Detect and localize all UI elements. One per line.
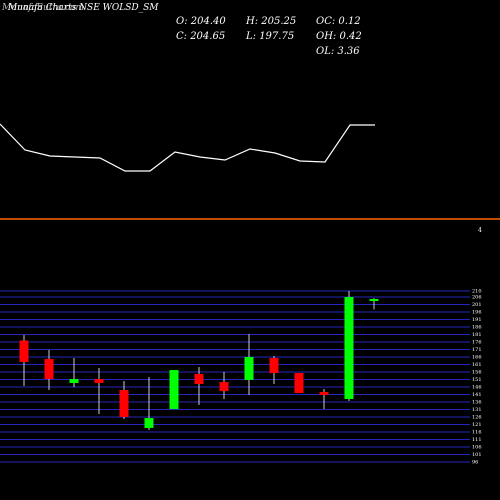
y-tick-label: 151: [472, 377, 482, 383]
y-tick-label: 106: [472, 445, 482, 451]
site-name: MunafaSutra.com: [1, 3, 84, 13]
y-tick-label: 181: [472, 332, 482, 338]
candle-body: [69, 379, 79, 383]
y-tick-label: 201: [472, 302, 482, 308]
stat: OC: 0.12: [316, 16, 361, 27]
y-tick-label: 131: [472, 407, 482, 413]
y-tick-label: 196: [472, 310, 482, 316]
candle-body: [219, 382, 229, 392]
y-tick-label: 111: [472, 437, 482, 443]
candle-body: [169, 370, 179, 410]
stat: O: 204.40: [176, 16, 226, 27]
y-tick-label: 146: [472, 385, 482, 391]
candle-body: [119, 390, 129, 417]
y-tick-label: 101: [472, 452, 482, 458]
candle-body: [244, 357, 254, 380]
marker: 4: [478, 227, 482, 234]
indicator-line: [0, 123, 375, 172]
y-tick-label: 121: [472, 422, 482, 428]
y-tick-label: 116: [472, 430, 482, 436]
stat: C: 204.65: [176, 31, 225, 42]
y-tick-label: 126: [472, 415, 482, 421]
y-tick-label: 191: [472, 317, 482, 323]
candle-body: [269, 358, 279, 374]
y-tick-label: 161: [472, 362, 482, 368]
chart-title: Munafa Charts NSE WOLSD_SM: [7, 3, 159, 13]
y-tick-label: 96: [472, 460, 478, 466]
candle-body: [369, 299, 379, 302]
y-tick-label: 141: [472, 392, 482, 398]
y-tick-label: 136: [472, 400, 482, 406]
candle-body: [94, 379, 104, 383]
stat: L: 197.75: [245, 31, 294, 42]
stat: H: 205.25: [245, 16, 296, 27]
y-tick-label: 156: [472, 370, 482, 376]
candle-body: [44, 358, 54, 380]
y-tick-label: 176: [472, 340, 482, 346]
stat: OH: 0.42: [316, 31, 362, 42]
candle-body: [344, 297, 354, 399]
y-tick-label: 171: [472, 347, 482, 353]
stat: OL: 3.36: [316, 46, 360, 57]
candle-body: [194, 373, 204, 384]
candle-body: [294, 373, 304, 393]
y-tick-label: 206: [472, 295, 482, 301]
candle-body: [144, 418, 154, 428]
y-tick-label: 210: [472, 289, 482, 295]
y-tick-label: 166: [472, 355, 482, 361]
candle-body: [319, 391, 329, 395]
y-tick-label: 186: [472, 325, 482, 331]
candle-body: [19, 340, 29, 362]
